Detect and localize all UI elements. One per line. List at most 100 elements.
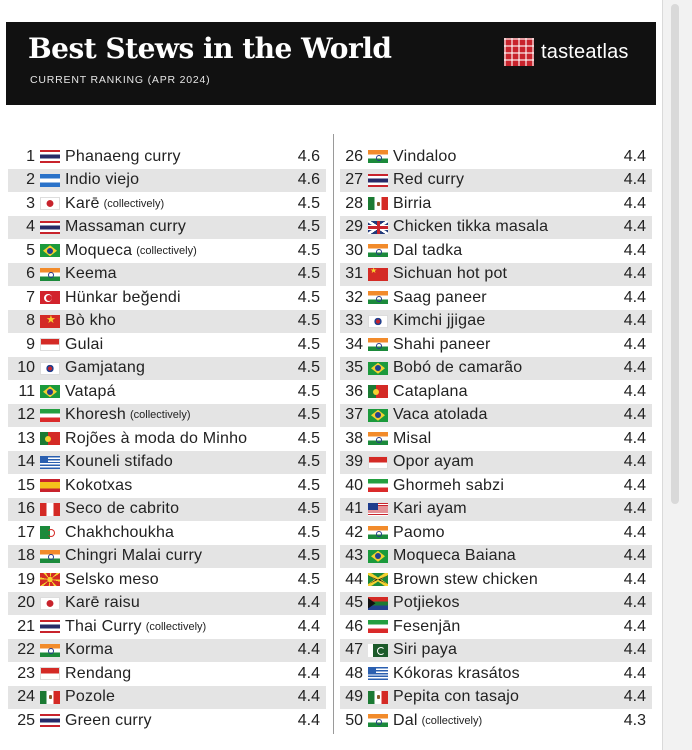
ranking-row[interactable]: 5 Moqueca (collectively) 4.5 bbox=[8, 239, 326, 263]
ranking-row[interactable]: 6 Keema 4.5 bbox=[8, 262, 326, 286]
dish-name[interactable]: Chakhchoukha bbox=[65, 523, 175, 541]
ranking-row[interactable]: 13 Rojões à moda do Minho 4.5 bbox=[8, 427, 326, 451]
ranking-row[interactable]: 36 Cataplana 4.4 bbox=[340, 380, 652, 404]
dish-name[interactable]: Saag paneer bbox=[393, 288, 487, 306]
dish-name[interactable]: Vatapá bbox=[65, 382, 116, 400]
ranking-row[interactable]: 22 Korma 4.4 bbox=[8, 638, 326, 662]
ranking-row[interactable]: 41 Kari ayam 4.4 bbox=[340, 497, 652, 521]
ranking-row[interactable]: 14 Kouneli stifado 4.5 bbox=[8, 450, 326, 474]
dish-name[interactable]: Red curry bbox=[393, 171, 465, 189]
dish-name[interactable]: Dal bbox=[393, 711, 418, 729]
dish-name[interactable]: Pozole bbox=[65, 688, 116, 706]
ranking-row[interactable]: 11 Vatapá 4.5 bbox=[8, 380, 326, 404]
ranking-row[interactable]: 3 Karē (collectively) 4.5 bbox=[8, 192, 326, 216]
dish-name[interactable]: Rojões à moda do Minho bbox=[65, 429, 248, 447]
dish-name[interactable]: Rendang bbox=[65, 664, 132, 682]
ranking-row[interactable]: 30 Dal tadka 4.4 bbox=[340, 239, 652, 263]
ranking-row[interactable]: 42 Paomo 4.4 bbox=[340, 521, 652, 545]
dish-name[interactable]: Selsko meso bbox=[65, 570, 159, 588]
dish-name[interactable]: Paomo bbox=[393, 523, 445, 541]
dish-name[interactable]: Phanaeng curry bbox=[65, 147, 181, 165]
dish-name[interactable]: Kari ayam bbox=[393, 500, 467, 518]
ranking-row[interactable]: 18 Chingri Malai curry 4.5 bbox=[8, 544, 326, 568]
dish-name[interactable]: Moqueca Baiana bbox=[393, 547, 516, 565]
dish-name[interactable]: Karē bbox=[65, 194, 100, 212]
ranking-row[interactable]: 47 Siri paya 4.4 bbox=[340, 638, 652, 662]
ranking-row[interactable]: 39 Opor ayam 4.4 bbox=[340, 450, 652, 474]
ranking-row[interactable]: 31 Sichuan hot pot 4.4 bbox=[340, 262, 652, 286]
ranking-row[interactable]: 33 Kimchi jjigae 4.4 bbox=[340, 309, 652, 333]
ranking-row[interactable]: 8 Bò kho 4.5 bbox=[8, 309, 326, 333]
dish-name[interactable]: Keema bbox=[65, 265, 117, 283]
dish-name[interactable]: Bò kho bbox=[65, 312, 117, 330]
ranking-row[interactable]: 27 Red curry 4.4 bbox=[340, 168, 652, 192]
dish-name[interactable]: Hünkar beğendi bbox=[65, 288, 181, 306]
ranking-row[interactable]: 20 Karē raisu 4.4 bbox=[8, 591, 326, 615]
ranking-row[interactable]: 49 Pepita con tasajo 4.4 bbox=[340, 685, 652, 709]
dish-name[interactable]: Indio viejo bbox=[65, 171, 140, 189]
scrollbar-thumb[interactable] bbox=[671, 4, 679, 504]
ranking-row[interactable]: 23 Rendang 4.4 bbox=[8, 662, 326, 686]
ranking-row[interactable]: 16 Seco de cabrito 4.5 bbox=[8, 497, 326, 521]
ranking-row[interactable]: 38 Misal 4.4 bbox=[340, 427, 652, 451]
ranking-row[interactable]: 25 Green curry 4.4 bbox=[8, 709, 326, 733]
dish-name[interactable]: Kókoras krasátos bbox=[393, 664, 520, 682]
ranking-row[interactable]: 21 Thai Curry (collectively) 4.4 bbox=[8, 615, 326, 639]
ranking-row[interactable]: 48 Kókoras krasátos 4.4 bbox=[340, 662, 652, 686]
ranking-row[interactable]: 19 Selsko meso 4.5 bbox=[8, 568, 326, 592]
dish-name[interactable]: Gamjatang bbox=[65, 359, 146, 377]
ranking-row[interactable]: 45 Potjiekos 4.4 bbox=[340, 591, 652, 615]
dish-name[interactable]: Brown stew chicken bbox=[393, 570, 538, 588]
dish-name[interactable]: Pepita con tasajo bbox=[393, 688, 520, 706]
dish-name[interactable]: Chicken tikka masala bbox=[393, 218, 549, 236]
ranking-row[interactable]: 24 Pozole 4.4 bbox=[8, 685, 326, 709]
dish-name[interactable]: Seco de cabrito bbox=[65, 500, 180, 518]
ranking-row[interactable]: 7 Hünkar beğendi 4.5 bbox=[8, 286, 326, 310]
dish-name[interactable]: Vindaloo bbox=[393, 147, 457, 165]
ranking-row[interactable]: 40 Ghormeh sabzi 4.4 bbox=[340, 474, 652, 498]
tasteatlas-logo[interactable]: tasteatlas bbox=[504, 36, 629, 68]
dish-name[interactable]: Sichuan hot pot bbox=[393, 265, 508, 283]
dish-name[interactable]: Birria bbox=[393, 194, 432, 212]
dish-name[interactable]: Kimchi jjigae bbox=[393, 312, 486, 330]
ranking-row[interactable]: 12 Khoresh (collectively) 4.5 bbox=[8, 403, 326, 427]
dish-name[interactable]: Khoresh bbox=[65, 406, 126, 424]
scrollbar[interactable] bbox=[662, 0, 692, 750]
ranking-row[interactable]: 34 Shahi paneer 4.4 bbox=[340, 333, 652, 357]
dish-name[interactable]: Siri paya bbox=[393, 641, 458, 659]
dish-name[interactable]: Moqueca bbox=[65, 241, 133, 259]
dish-name[interactable]: Kouneli stifado bbox=[65, 453, 173, 471]
ranking-row[interactable]: 28 Birria 4.4 bbox=[340, 192, 652, 216]
ranking-row[interactable]: 50 Dal (collectively) 4.3 bbox=[340, 709, 652, 733]
ranking-row[interactable]: 37 Vaca atolada 4.4 bbox=[340, 403, 652, 427]
dish-name[interactable]: Gulai bbox=[65, 335, 104, 353]
dish-name[interactable]: Kokotxas bbox=[65, 476, 133, 494]
dish-name[interactable]: Chingri Malai curry bbox=[65, 547, 203, 565]
dish-name[interactable]: Thai Curry bbox=[65, 617, 142, 635]
ranking-row[interactable]: 1 Phanaeng curry 4.6 bbox=[8, 145, 326, 169]
dish-name[interactable]: Green curry bbox=[65, 711, 152, 729]
dish-name[interactable]: Bobó de camarão bbox=[393, 359, 523, 377]
dish-name[interactable]: Cataplana bbox=[393, 382, 468, 400]
dish-name[interactable]: Korma bbox=[65, 641, 114, 659]
ranking-row[interactable]: 9 Gulai 4.5 bbox=[8, 333, 326, 357]
ranking-row[interactable]: 43 Moqueca Baiana 4.4 bbox=[340, 544, 652, 568]
dish-name[interactable]: Fesenjān bbox=[393, 617, 461, 635]
ranking-row[interactable]: 32 Saag paneer 4.4 bbox=[340, 286, 652, 310]
dish-name[interactable]: Potjiekos bbox=[393, 594, 460, 612]
dish-name[interactable]: Shahi paneer bbox=[393, 335, 491, 353]
dish-name[interactable]: Massaman curry bbox=[65, 218, 187, 236]
dish-name[interactable]: Karē raisu bbox=[65, 594, 140, 612]
dish-name[interactable]: Dal tadka bbox=[393, 241, 463, 259]
ranking-row[interactable]: 46 Fesenjān 4.4 bbox=[340, 615, 652, 639]
ranking-row[interactable]: 26 Vindaloo 4.4 bbox=[340, 145, 652, 169]
ranking-row[interactable]: 2 Indio viejo 4.6 bbox=[8, 168, 326, 192]
dish-name[interactable]: Vaca atolada bbox=[393, 406, 488, 424]
ranking-row[interactable]: 15 Kokotxas 4.5 bbox=[8, 474, 326, 498]
dish-name[interactable]: Opor ayam bbox=[393, 453, 474, 471]
ranking-row[interactable]: 10 Gamjatang 4.5 bbox=[8, 356, 326, 380]
ranking-row[interactable]: 35 Bobó de camarão 4.4 bbox=[340, 356, 652, 380]
ranking-row[interactable]: 4 Massaman curry 4.5 bbox=[8, 215, 326, 239]
ranking-row[interactable]: 44 Brown stew chicken 4.4 bbox=[340, 568, 652, 592]
dish-name[interactable]: Misal bbox=[393, 429, 432, 447]
